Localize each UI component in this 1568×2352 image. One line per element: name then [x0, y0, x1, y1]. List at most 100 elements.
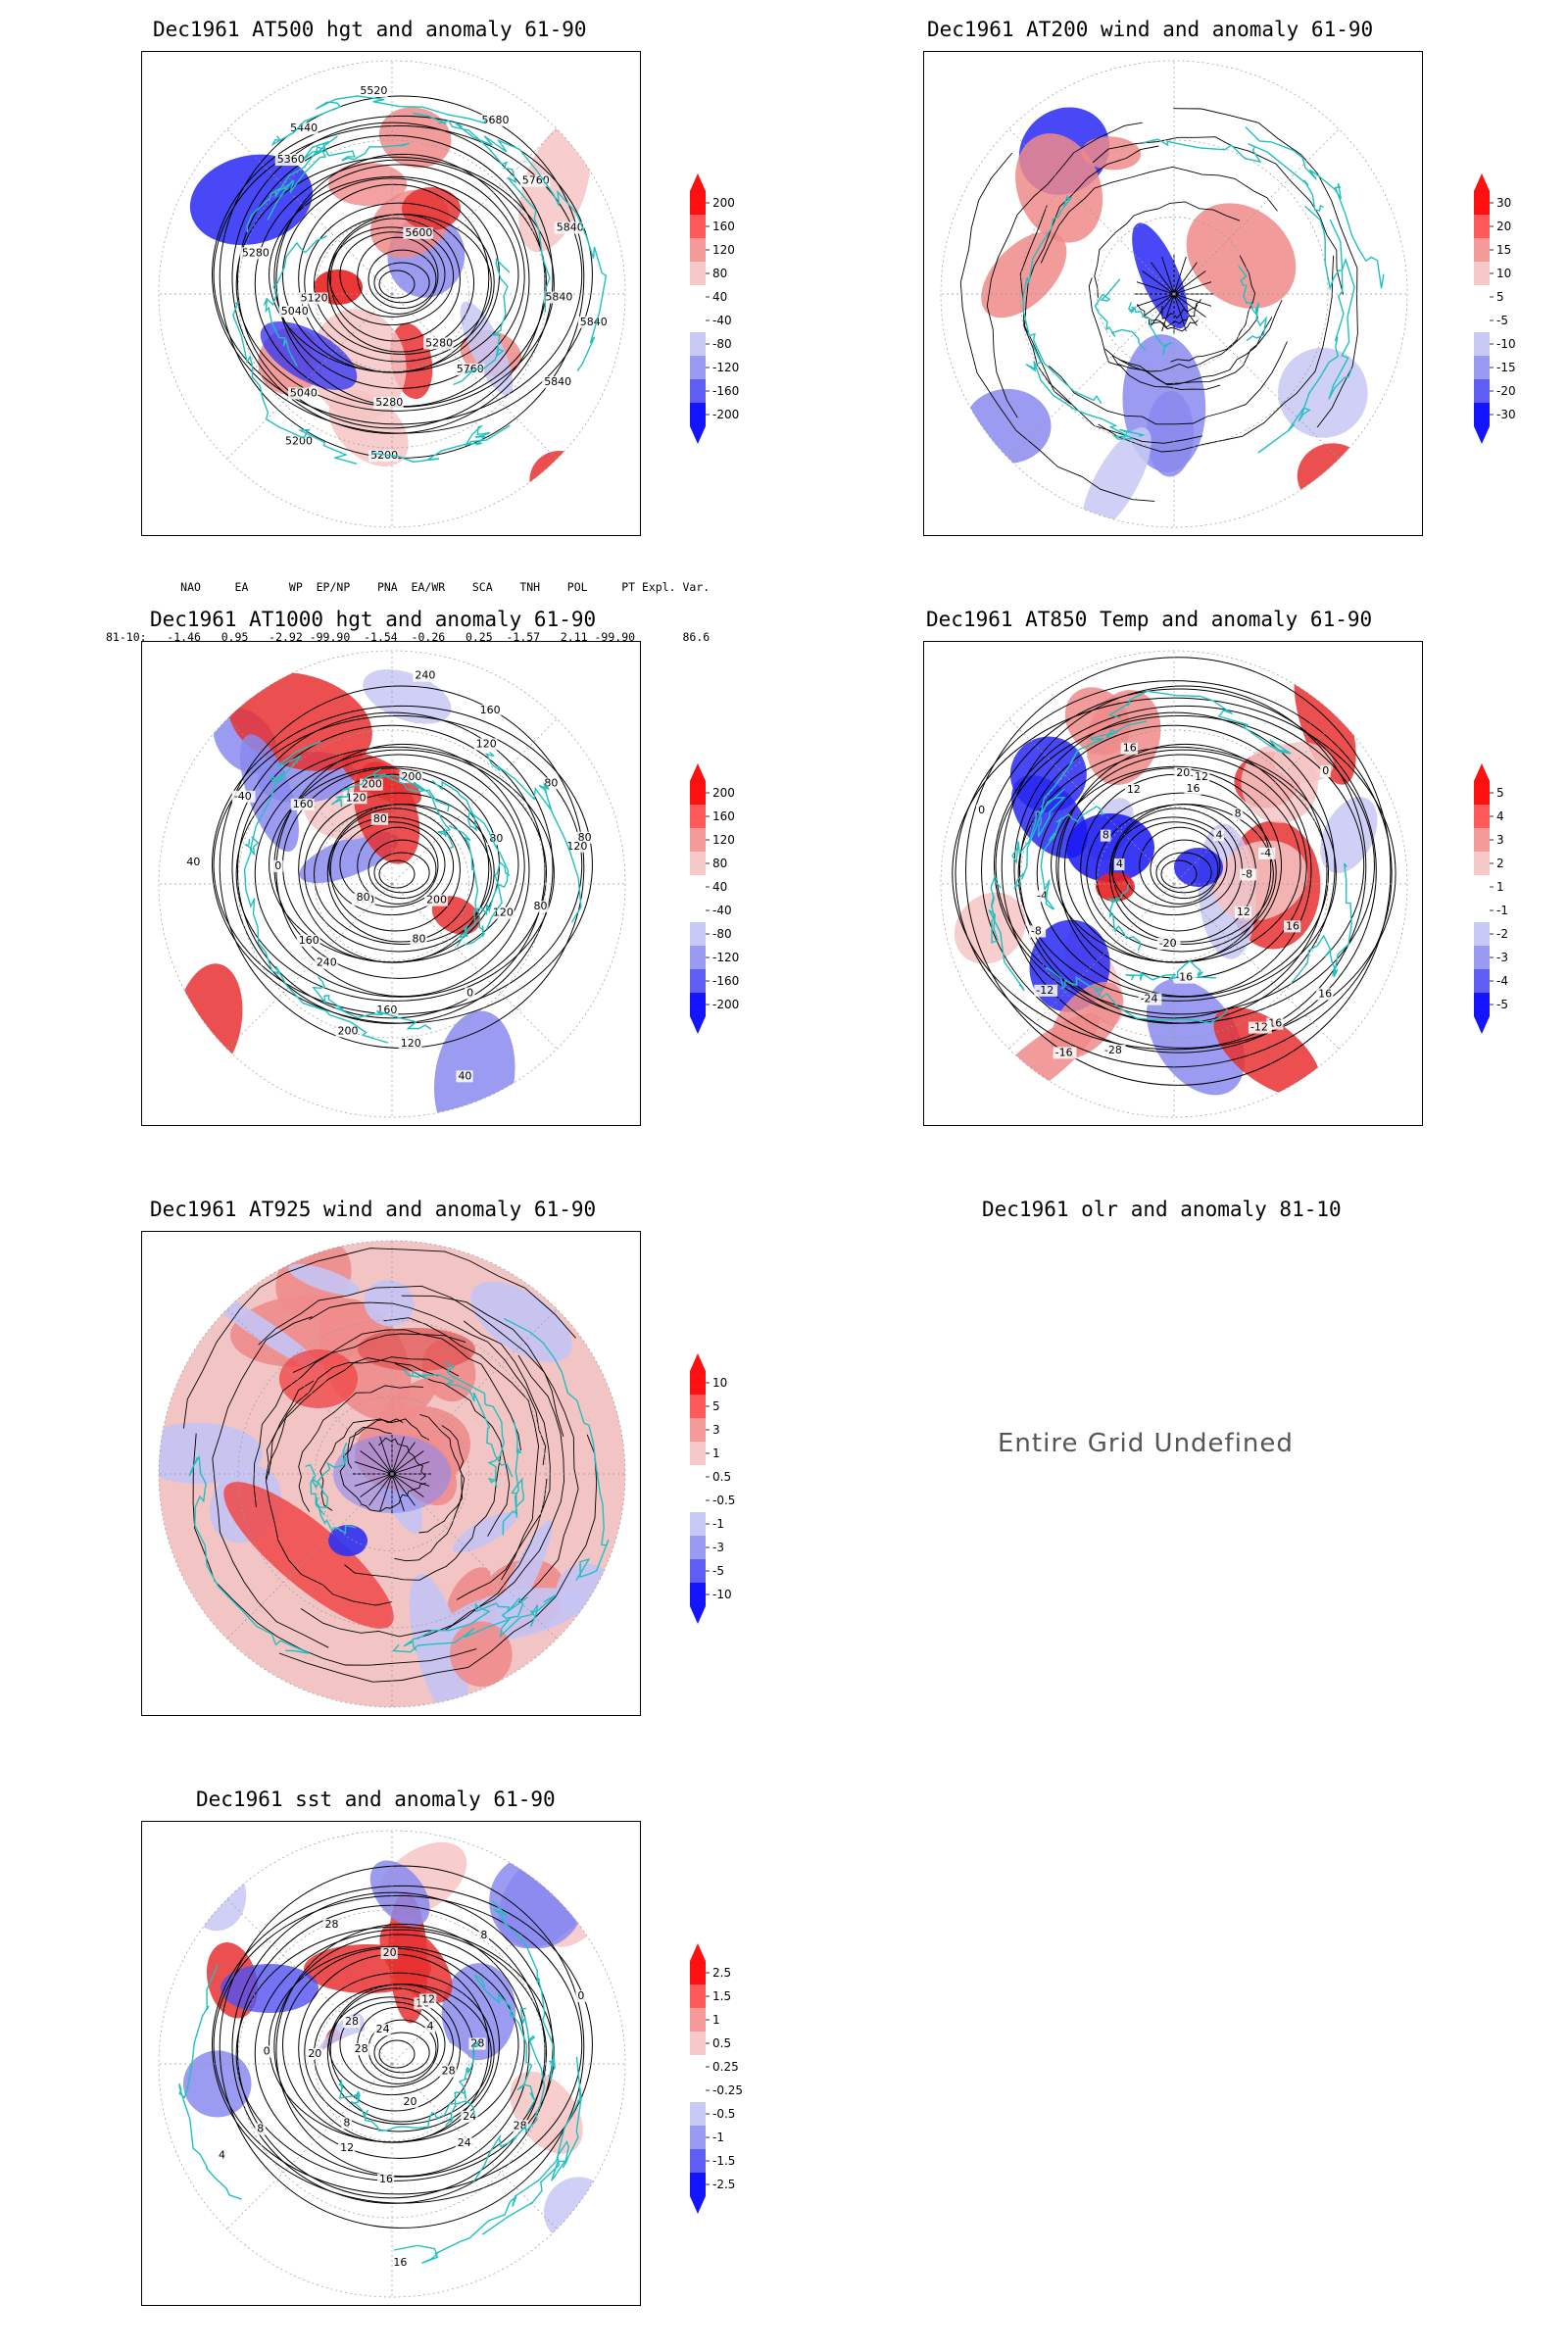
contour-label: 200: [362, 778, 382, 791]
colorbar-label: 40: [712, 880, 727, 894]
colorbar-label: -0.5: [712, 2107, 735, 2121]
colorbar-label: -80: [712, 337, 732, 351]
colorbar-label: 1: [712, 2013, 720, 2027]
colorbar-label: 1: [1496, 880, 1504, 894]
contour-label: 12: [1237, 906, 1250, 918]
colorbar-label: 200: [712, 786, 735, 800]
contour-label: 5840: [545, 290, 572, 303]
contour-label: 120: [401, 1037, 421, 1050]
contour-label: 20: [1176, 766, 1190, 779]
contour-label: 0: [264, 2044, 270, 2057]
contour-label: 5040: [281, 305, 309, 318]
contour-label: -40: [234, 790, 252, 803]
contour-label: 120: [346, 791, 367, 804]
contour-label: 40: [186, 856, 200, 868]
contour-label: 80: [357, 891, 370, 904]
map-at200: [923, 51, 1423, 536]
map-at1000: 801202000408012016020024016012080400-401…: [141, 641, 641, 1126]
contour-label: 4: [427, 2020, 434, 2033]
colorbar-label: 5: [712, 1399, 720, 1413]
colorbar-label: 160: [712, 220, 735, 233]
teleconnection-index-table: NAO EA WP EP/NP PNA EA/WR SCA TNH POL PT…: [106, 546, 710, 662]
contour-label: -24: [1141, 993, 1158, 1005]
colorbar-label: -160: [712, 974, 739, 988]
contour-label: 24: [458, 2136, 471, 2149]
panel-title-olr: Dec1961 olr and anomaly 81-10: [982, 1198, 1342, 1221]
contour-label: 5120: [301, 292, 328, 305]
lat-lon-grid: [940, 650, 1408, 1118]
colorbar-label: -5: [712, 1564, 724, 1578]
contour-label: 24: [463, 2110, 476, 2123]
contour-label: -4: [1037, 889, 1048, 902]
panel-title-at850: Dec1961 AT850 Temp and anomaly 61-90: [926, 608, 1373, 631]
contour-label: 8: [343, 2116, 350, 2129]
contour-label: 16: [1318, 987, 1332, 1000]
contour-label: 12: [1127, 783, 1141, 796]
colorbar-label: -5: [1496, 314, 1508, 327]
colorbar-label: -3: [1496, 951, 1508, 964]
colorbar-at1000: 200 160 120 80 40 -40 -80 -120 -160 -200: [690, 763, 739, 1034]
streamlines: [182, 1248, 598, 1683]
colorbar-label: 80: [712, 267, 727, 280]
contour-label: 5760: [522, 174, 550, 187]
colorbar-label: 120: [712, 833, 735, 847]
contour-label: 16: [1123, 742, 1137, 755]
lat-lon-grid: [940, 60, 1408, 528]
contour-label: 5280: [242, 246, 270, 259]
coastline: [243, 741, 582, 1044]
panel-title-at1000: Dec1961 AT1000 hgt and anomaly 61-90: [150, 608, 597, 631]
colorbar-at200: 30 20 15 10 5 -5 -10 -15 -20 -30: [1474, 173, 1516, 444]
contour-label: 5360: [277, 153, 305, 166]
colorbar-label: -1.5: [712, 2154, 735, 2168]
contour-label: 24: [376, 2023, 390, 2035]
colorbar-label: -4: [1496, 974, 1508, 988]
contour-label: 8: [480, 1929, 487, 1941]
contour-label: 5440: [290, 122, 318, 134]
contour-label: -28: [1104, 1044, 1122, 1056]
contour-label: 4: [1116, 858, 1123, 870]
contour-label: 240: [415, 669, 435, 682]
contour-label: 8: [1235, 807, 1242, 819]
colorbar-label: -1: [712, 1517, 724, 1531]
colorbar-label: 30: [1496, 196, 1511, 210]
map-at500: 5840 5840 5760 5280 5280 5200 5200 5040 5040 5120…: [141, 51, 641, 536]
contour-label: 0: [1322, 764, 1329, 777]
contour-label: 5200: [370, 449, 398, 462]
colorbar-label: 3: [1496, 833, 1504, 847]
colorbar-label: -1: [712, 2131, 724, 2144]
colorbar-label: -30: [1496, 408, 1516, 421]
colorbar-label: -10: [1496, 337, 1516, 351]
colorbar-label: -40: [712, 314, 732, 327]
contour-label: 5840: [544, 375, 571, 388]
contour-label: 28: [514, 2119, 527, 2132]
contour-label: 5280: [425, 336, 453, 349]
contour-label: 80: [533, 900, 547, 912]
contour-label: 160: [293, 798, 314, 810]
undefined-grid-message: Entire Grid Undefined: [998, 1429, 1294, 1458]
contour-label: 160: [480, 704, 501, 716]
contour-label: 12: [1195, 770, 1208, 783]
colorbar-at925: 10 5 3 1 0.5 -0.5 -1 -3 -5 -10: [690, 1353, 735, 1624]
coastline: [232, 95, 608, 466]
contour-label: -8: [1031, 924, 1042, 937]
contour-label: 120: [566, 840, 587, 853]
contour-label: -4: [1260, 847, 1271, 859]
lat-lon-grid: [158, 60, 626, 528]
colorbar-at500: 200 160 120 80 40 -40 -80 -120 -160 -200: [690, 173, 739, 444]
panel-title-at925: Dec1961 AT925 wind and anomaly 61-90: [150, 1198, 597, 1221]
contour-label: 40: [458, 1069, 471, 1082]
panel-title-sst: Dec1961 sst and anomaly 61-90: [196, 1788, 556, 1811]
contour-lines: [212, 1865, 593, 2229]
lat-lon-grid: [158, 1240, 626, 1708]
contour-label: 20: [404, 2095, 417, 2108]
colorbar-label: -120: [712, 361, 739, 374]
coastline: [188, 1317, 610, 1654]
contour-lines: [952, 657, 1396, 1086]
colorbar-label: 0.5: [712, 2036, 731, 2050]
colorbar-label: 0.5: [712, 1470, 731, 1484]
contour-label: 20: [308, 2047, 321, 2060]
contour-label: 8: [1102, 829, 1109, 842]
colorbar-label: 160: [712, 809, 735, 823]
contour-label: 16: [1286, 919, 1299, 932]
contour-label: 8: [257, 2123, 264, 2135]
